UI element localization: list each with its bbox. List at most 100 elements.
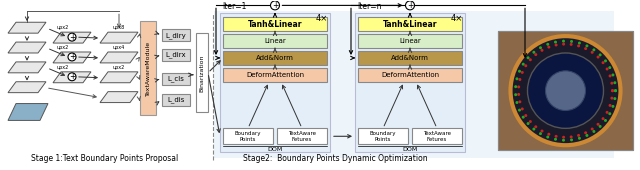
Polygon shape [53,52,91,63]
Circle shape [545,71,586,110]
Circle shape [614,89,617,92]
Text: L_dis: L_dis [167,96,185,103]
Text: L_diry: L_diry [166,32,186,39]
Circle shape [532,51,536,54]
Text: +: + [407,1,413,10]
Circle shape [518,100,522,103]
Text: DeformAttention: DeformAttention [381,72,439,78]
Circle shape [555,44,557,46]
Circle shape [596,56,600,58]
Circle shape [608,66,611,69]
Polygon shape [100,92,138,103]
Circle shape [515,101,518,104]
Circle shape [591,51,594,54]
Circle shape [584,47,587,50]
Bar [498,31,633,150]
Circle shape [68,53,76,61]
Text: +: + [69,33,75,42]
Circle shape [609,104,612,107]
Circle shape [517,86,520,88]
Circle shape [570,138,573,141]
Text: DOM: DOM [403,147,418,152]
Circle shape [611,82,613,85]
Circle shape [514,85,517,88]
Bar [196,33,208,113]
Bar [220,13,330,152]
Circle shape [570,43,573,46]
Circle shape [547,135,549,139]
Text: upx8: upx8 [113,25,125,30]
Circle shape [614,89,617,92]
Circle shape [521,107,524,110]
Bar [223,51,327,65]
Text: 4×: 4× [451,14,463,23]
Circle shape [611,89,614,92]
Circle shape [611,105,614,108]
Bar [162,29,190,41]
Bar [358,51,462,65]
Circle shape [555,135,557,138]
Circle shape [562,40,565,43]
Circle shape [578,137,581,140]
Text: L_dirx: L_dirx [166,52,186,58]
Circle shape [593,48,595,51]
Circle shape [524,114,527,117]
Text: Tanh&Linear: Tanh&Linear [383,20,437,29]
Circle shape [539,132,542,135]
Circle shape [541,49,543,52]
Text: Linear: Linear [399,38,421,44]
Circle shape [68,73,76,81]
Bar [498,31,633,150]
Text: Binarization: Binarization [200,54,205,92]
Circle shape [527,53,604,128]
Circle shape [605,67,609,71]
Bar [358,128,408,144]
Circle shape [406,1,415,10]
Circle shape [570,40,573,43]
Circle shape [578,41,581,45]
Circle shape [529,58,532,61]
Circle shape [547,43,549,46]
Text: upx2: upx2 [57,45,69,50]
Circle shape [605,111,609,114]
Circle shape [613,97,616,100]
Polygon shape [8,82,46,93]
Bar [223,128,273,144]
Circle shape [602,61,605,64]
Bar [223,17,327,31]
Polygon shape [100,72,138,83]
Circle shape [534,53,537,56]
Circle shape [518,109,521,112]
Circle shape [522,116,525,119]
Bar [162,73,190,85]
Circle shape [577,44,580,47]
Text: +: + [69,72,75,81]
Circle shape [570,135,573,138]
Circle shape [586,44,588,47]
Circle shape [534,125,537,128]
Bar [358,68,462,82]
Circle shape [611,89,614,92]
Circle shape [608,112,611,115]
Circle shape [604,119,607,122]
Polygon shape [100,52,138,63]
Circle shape [547,46,550,49]
Bar [358,17,462,31]
Text: Iter=1: Iter=1 [222,2,246,11]
Text: upx2: upx2 [57,65,69,70]
Circle shape [527,122,529,125]
Text: Add&Norm: Add&Norm [391,55,429,61]
Bar [223,34,327,48]
Bar [355,13,465,152]
Bar [358,34,462,48]
Circle shape [511,36,621,145]
Text: upx2: upx2 [113,65,125,70]
Circle shape [522,63,525,66]
Text: Boundary
Points: Boundary Points [370,131,396,142]
Circle shape [613,81,616,84]
Bar [162,94,190,106]
Circle shape [562,139,565,142]
Text: Iter=n: Iter=n [357,2,381,11]
Text: Stage2:  Boundary Points Dynamic Optimization: Stage2: Boundary Points Dynamic Optimiza… [243,154,428,163]
Polygon shape [8,22,46,33]
